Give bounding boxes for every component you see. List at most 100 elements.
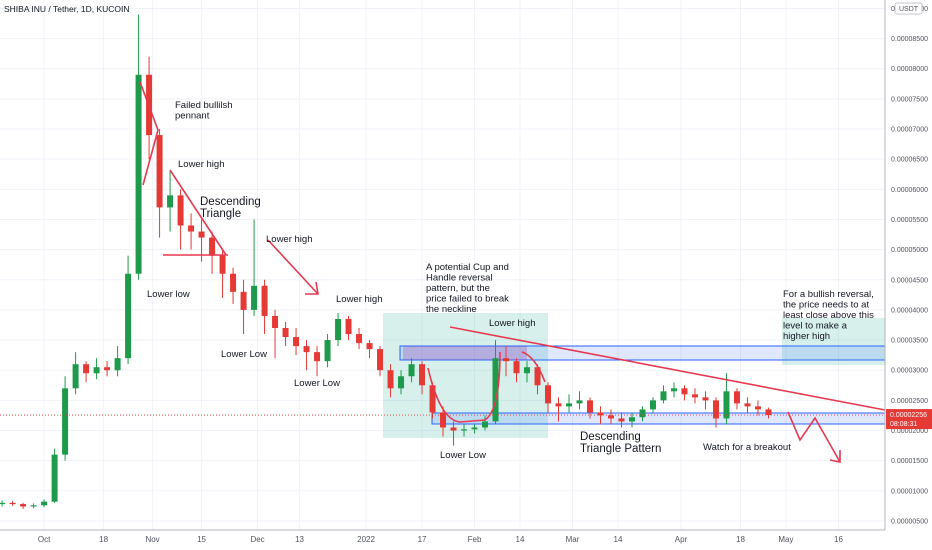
annotation-line: pennant bbox=[175, 111, 210, 122]
target-zone bbox=[782, 318, 885, 365]
candle-body bbox=[62, 388, 69, 455]
annotation: Lower high bbox=[336, 294, 382, 305]
candle-body bbox=[398, 376, 405, 389]
y-tick-label: 0.00006500 bbox=[891, 157, 928, 164]
x-tick-label: May bbox=[778, 535, 793, 544]
candle-body bbox=[555, 403, 562, 407]
y-tick-label: 0.00003000 bbox=[891, 368, 928, 375]
candle-body bbox=[408, 364, 415, 377]
candle-body bbox=[754, 406, 761, 410]
candle-body bbox=[324, 340, 331, 362]
annotation-line: A potential Cup and bbox=[426, 262, 509, 273]
candle-body bbox=[41, 501, 48, 506]
candle-body bbox=[230, 273, 237, 292]
candle-body bbox=[733, 391, 740, 404]
candle-body bbox=[628, 417, 635, 422]
y-tick-label: 0.00005000 bbox=[891, 247, 928, 254]
candle-body bbox=[0, 502, 6, 505]
annotation-line: Watch for a breakout bbox=[703, 442, 791, 453]
annotation: Descending Triangle Pattern bbox=[580, 431, 661, 455]
x-tick-label: Apr bbox=[675, 535, 688, 544]
candle-body bbox=[492, 358, 499, 422]
annotation-line: Triangle bbox=[200, 208, 241, 220]
y-tick-label: 0.00001500 bbox=[891, 458, 928, 465]
x-tick-label: 13 bbox=[295, 535, 304, 544]
candle-body bbox=[177, 195, 184, 226]
y-tick-label: 0.00007500 bbox=[891, 96, 928, 103]
candle-body bbox=[51, 454, 58, 502]
candle-body bbox=[482, 421, 489, 428]
candle-body bbox=[440, 412, 447, 428]
annotation-line: Lower Low bbox=[440, 450, 486, 461]
candle-body bbox=[366, 343, 373, 350]
price-box: 0.00002256 08:08:31 bbox=[886, 409, 932, 430]
x-tick-label: 14 bbox=[516, 535, 525, 544]
y-tick-label: 0.00002000 bbox=[891, 428, 928, 435]
y-tick-label: 0.00008000 bbox=[891, 66, 928, 73]
annotation: Watch for a breakout bbox=[703, 442, 791, 453]
annotation-line: Lower high bbox=[489, 318, 535, 329]
y-tick-label: 0.00008500 bbox=[891, 36, 928, 43]
pennant bbox=[139, 81, 159, 186]
candle-body bbox=[587, 400, 593, 413]
y-tick-label: 0.00006000 bbox=[891, 187, 928, 194]
candle-body bbox=[639, 409, 646, 418]
candle-body bbox=[607, 415, 614, 419]
x-tick-label: Feb bbox=[468, 535, 482, 544]
price-label-bg bbox=[886, 409, 932, 430]
arrow-line bbox=[267, 239, 319, 295]
candle-body bbox=[303, 346, 310, 353]
annotation: Lower high bbox=[178, 159, 224, 170]
cup-curve bbox=[427, 351, 501, 423]
x-tick-label: Dec bbox=[250, 535, 264, 544]
trendline bbox=[449, 326, 886, 411]
annotation-line: Triangle Pattern bbox=[580, 443, 661, 455]
candle-body bbox=[30, 505, 37, 507]
annotation-line: Lower high bbox=[178, 159, 224, 170]
y-tick-label: 0.00001000 bbox=[891, 488, 928, 495]
x-tick-label: Nov bbox=[145, 535, 159, 544]
candle-body bbox=[545, 385, 552, 404]
candle-body bbox=[167, 195, 174, 208]
candle-body bbox=[356, 334, 363, 344]
candle-body bbox=[450, 427, 457, 431]
candle-body bbox=[429, 385, 436, 413]
candle-body bbox=[681, 388, 688, 395]
annotation-line: the neckline bbox=[426, 304, 477, 315]
candle-body bbox=[282, 328, 289, 338]
annotations: Failed bullilsh pennant Lower high Descendi… bbox=[147, 100, 874, 461]
y-tick-label: 0.00005500 bbox=[891, 217, 928, 224]
candles bbox=[0, 14, 772, 509]
x-tick-label: 17 bbox=[418, 535, 427, 544]
candle-body bbox=[534, 367, 541, 386]
candle-body bbox=[125, 273, 132, 359]
breakout-arrow-head bbox=[829, 450, 841, 463]
breakout-arrow bbox=[787, 411, 841, 463]
currency: USDT bbox=[899, 6, 919, 13]
annotation: Failed bullilsh pennant bbox=[175, 100, 233, 122]
candle-body bbox=[209, 237, 216, 256]
candle-body bbox=[471, 427, 478, 430]
candle-body bbox=[198, 231, 205, 238]
x-tick-label: 15 bbox=[197, 535, 206, 544]
candle-body bbox=[135, 74, 142, 274]
annotation-line: Handle reversal bbox=[426, 273, 493, 284]
time-axis bbox=[0, 530, 932, 550]
neckline-zone bbox=[403, 346, 527, 360]
triangle-top bbox=[169, 169, 227, 256]
candle-body bbox=[387, 370, 394, 389]
annotation-line: the price needs to at bbox=[783, 300, 869, 311]
candle-body bbox=[188, 225, 195, 232]
y-tick-label: 0.00007000 bbox=[891, 127, 928, 134]
candle-body bbox=[744, 403, 751, 407]
grid bbox=[0, 0, 885, 530]
candle-body bbox=[702, 397, 709, 401]
price-axis bbox=[885, 0, 932, 550]
price-label: 0.00002256 bbox=[890, 412, 927, 419]
candle-body bbox=[261, 285, 268, 316]
candle-body bbox=[649, 400, 656, 410]
x-tick-label: 18 bbox=[99, 535, 108, 544]
annotation-line: Lower high bbox=[266, 234, 312, 245]
candle-body bbox=[670, 388, 677, 392]
